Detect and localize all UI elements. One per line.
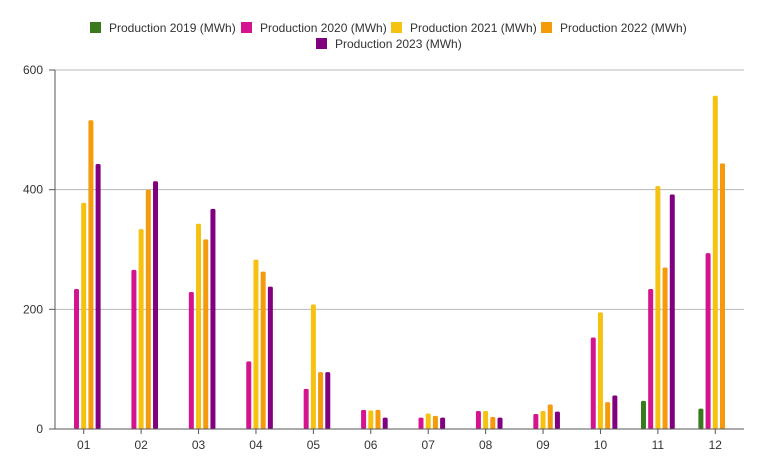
bar-1-12 (705, 253, 711, 429)
bar-2-10 (597, 312, 603, 429)
bar-4-06 (382, 417, 388, 429)
bar-1-11 (648, 288, 654, 429)
bar-3-12 (719, 163, 725, 429)
bar-3-04 (260, 271, 266, 429)
bar-2-02 (138, 229, 144, 429)
legend-label: Production 2020 (MWh) (260, 21, 387, 35)
bar-1-08 (475, 411, 481, 429)
bar-2-09 (540, 411, 546, 429)
legend-label: Production 2021 (MWh) (410, 21, 537, 35)
y-tick-label: 0 (36, 422, 43, 436)
grid-lines (55, 69, 744, 310)
legend-label: Production 2019 (MWh) (109, 21, 236, 35)
bar-2-06 (368, 410, 374, 429)
legend-label: Production 2022 (MWh) (560, 21, 687, 35)
x-tick-label: 04 (249, 438, 263, 452)
bar-1-05 (303, 388, 309, 429)
x-tick-label: 01 (77, 438, 91, 452)
bar-1-10 (590, 337, 596, 429)
legend-swatch (90, 22, 101, 33)
bar-3-06 (375, 409, 381, 429)
bar-1-03 (188, 291, 194, 429)
y-tick-label: 200 (23, 302, 43, 316)
x-tick-label: 07 (422, 438, 436, 452)
legend-swatch (541, 22, 552, 33)
bar-1-09 (533, 414, 539, 429)
bar-4-01 (95, 163, 101, 429)
legend-label: Production 2023 (MWh) (335, 37, 462, 51)
x-tick-label: 05 (307, 438, 321, 452)
bars (74, 95, 725, 429)
bar-2-03 (196, 223, 202, 429)
bar-2-04 (253, 259, 259, 429)
x-tick-label: 02 (134, 438, 148, 452)
bar-4-07 (440, 417, 446, 429)
legend-swatch (241, 22, 252, 33)
bar-1-06 (361, 409, 367, 429)
bar-2-01 (81, 202, 87, 429)
bar-4-10 (612, 395, 618, 429)
bar-2-07 (425, 413, 431, 429)
legend: Production 2019 (MWh) Production 2020 (MW… (90, 21, 687, 51)
x-axis: 01 02 03 04 05 06 07 08 09 10 11 12 (55, 428, 744, 452)
x-tick-label: 03 (192, 438, 206, 452)
bar-3-07 (432, 415, 438, 429)
y-tick-label: 600 (23, 63, 43, 77)
bar-2-11 (655, 186, 661, 429)
x-tick-label: 09 (536, 438, 550, 452)
bar-1-02 (131, 269, 137, 429)
legend-swatch (316, 38, 327, 49)
bar-3-08 (490, 417, 496, 429)
bar-1-04 (246, 361, 252, 429)
bar-2-12 (712, 95, 718, 429)
bar-4-05 (325, 372, 331, 429)
bar-4-02 (153, 181, 159, 429)
bar-2-05 (310, 304, 316, 429)
bar-3-02 (145, 189, 151, 429)
bar-2-08 (483, 411, 489, 429)
bar-3-03 (203, 239, 209, 429)
bar-3-10 (605, 402, 611, 429)
bar-1-07 (418, 417, 424, 429)
bar-4-09 (554, 411, 560, 429)
bar-4-11 (669, 194, 675, 429)
bar-4-04 (267, 286, 273, 429)
x-tick-label: 08 (479, 438, 493, 452)
y-axis: 0 200 400 600 (23, 63, 56, 436)
bar-4-08 (497, 417, 503, 429)
bar-0-11 (640, 400, 646, 429)
bar-3-09 (547, 404, 553, 429)
bar-3-11 (662, 267, 668, 429)
bar-3-01 (88, 120, 94, 429)
bar-0-12 (698, 408, 704, 429)
x-tick-label: 11 (652, 438, 665, 452)
bar-1-01 (74, 288, 80, 429)
x-tick-label: 06 (364, 438, 378, 452)
x-tick-label: 12 (709, 438, 723, 452)
bar-4-03 (210, 208, 216, 429)
x-tick-label: 10 (594, 438, 608, 452)
bar-3-05 (318, 372, 324, 429)
y-tick-label: 400 (23, 183, 43, 197)
legend-swatch (391, 22, 402, 33)
